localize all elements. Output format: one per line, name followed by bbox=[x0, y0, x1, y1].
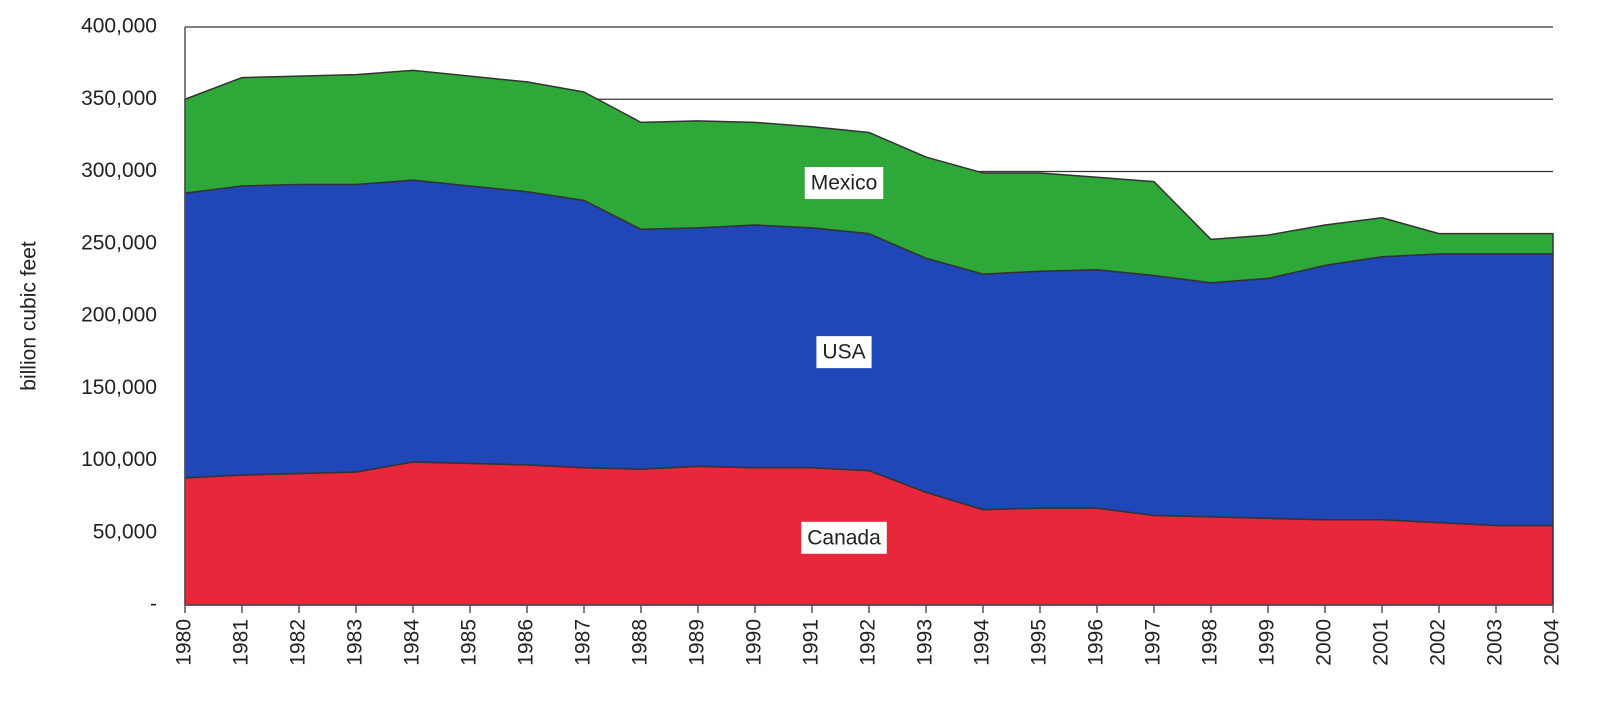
series-name: Canada bbox=[807, 526, 881, 549]
x-tick-label: 1988 bbox=[629, 619, 652, 666]
x-tick-label: 1992 bbox=[857, 619, 880, 666]
y-tick-label: 400,000 bbox=[81, 15, 157, 38]
x-tick-label: 2003 bbox=[1484, 619, 1507, 666]
series-label: Canada bbox=[801, 521, 887, 554]
x-tick-label: 1982 bbox=[287, 619, 310, 666]
y-tick-label: - bbox=[150, 593, 157, 616]
label-box bbox=[804, 167, 884, 200]
x-tick-label: 1996 bbox=[1085, 619, 1108, 666]
x-tick-label: 1991 bbox=[800, 619, 823, 666]
x-tick-label: 1985 bbox=[458, 619, 481, 666]
y-tick-label: 50,000 bbox=[93, 520, 157, 543]
y-tick-label: 100,000 bbox=[81, 448, 157, 471]
x-tick-label: 2000 bbox=[1313, 619, 1336, 666]
series-name: USA bbox=[822, 341, 865, 364]
x-tick-label: 1981 bbox=[230, 619, 253, 666]
x-tick-label: 1990 bbox=[743, 619, 766, 666]
x-tick-label: 1984 bbox=[401, 619, 424, 666]
x-tick-label: 1993 bbox=[914, 619, 937, 666]
y-tick-label: 150,000 bbox=[81, 376, 157, 399]
x-tick-label: 1986 bbox=[515, 619, 538, 666]
x-tick-label: 1995 bbox=[1028, 619, 1051, 666]
y-tick-label: 250,000 bbox=[81, 231, 157, 254]
label-box bbox=[801, 521, 887, 554]
y-tick-label: 200,000 bbox=[81, 304, 157, 327]
y-tick-label: 350,000 bbox=[81, 87, 157, 110]
label-box bbox=[816, 336, 872, 369]
x-tick-label: 1980 bbox=[173, 619, 196, 666]
x-tick-label: 1999 bbox=[1256, 619, 1279, 666]
x-tick-label: 1994 bbox=[971, 619, 994, 666]
x-tick-label: 2002 bbox=[1427, 619, 1450, 666]
x-tick-label: 1997 bbox=[1142, 619, 1165, 666]
x-tick-label: 1987 bbox=[572, 619, 595, 666]
x-tick-label: 1983 bbox=[344, 619, 367, 666]
y-axis-label: billion cubic feet bbox=[18, 241, 41, 391]
series-name: Mexico bbox=[811, 172, 878, 195]
y-tick-label: 300,000 bbox=[81, 159, 157, 182]
x-tick-label: 1998 bbox=[1199, 619, 1222, 666]
x-tick-label: 2001 bbox=[1370, 619, 1393, 666]
series-label: Mexico bbox=[804, 167, 884, 200]
x-tick-label: 1989 bbox=[686, 619, 709, 666]
x-tick-label: 2004 bbox=[1541, 619, 1564, 666]
series-label: USA bbox=[816, 336, 872, 369]
